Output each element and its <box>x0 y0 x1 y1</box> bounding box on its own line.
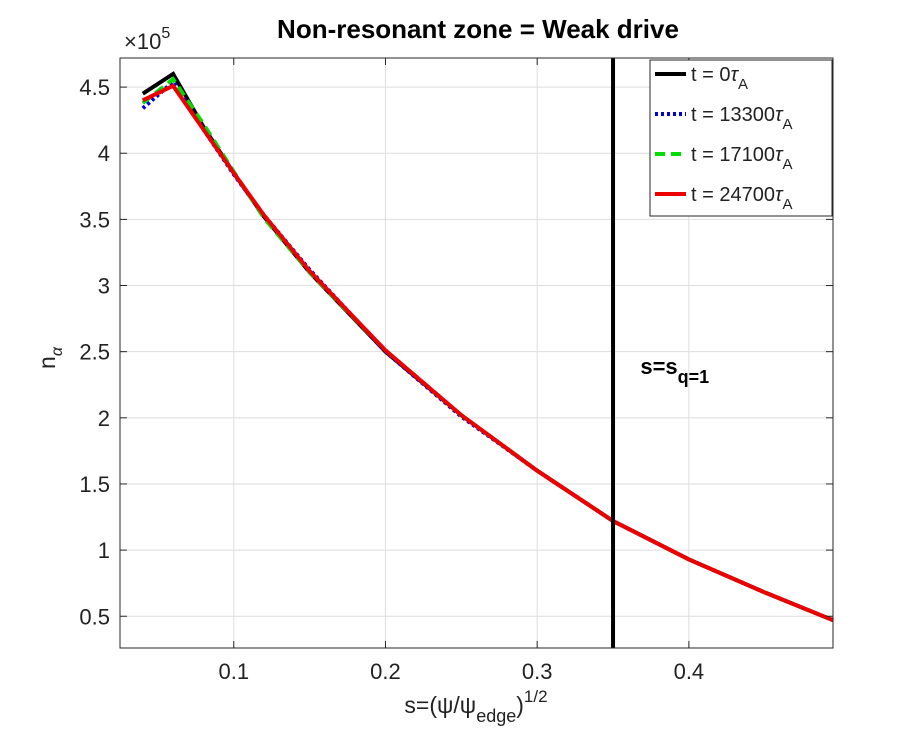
y-tick-label: 0.5 <box>79 604 110 629</box>
annotation-base: s=s <box>640 354 677 379</box>
legend-label-sub: A <box>782 196 792 213</box>
legend-label-tau: τ <box>775 144 784 166</box>
y-tick-label: 1 <box>98 538 110 563</box>
chart-title: Non-resonant zone = Weak drive <box>277 14 679 44</box>
y-tick-label: 4.5 <box>79 75 110 100</box>
y-multiplier: ×105 <box>124 25 170 54</box>
x-axis-label: s=(ψ/ψedge)1/2 <box>404 687 547 726</box>
x-tick-label: 0.4 <box>674 659 705 684</box>
x-tick-label: 0.2 <box>370 659 401 684</box>
x-tick-label: 0.1 <box>218 659 249 684</box>
legend-label-tau: τ <box>775 184 784 206</box>
legend-box <box>649 59 833 217</box>
x-label-sup: 1/2 <box>524 687 548 706</box>
x-tick-label: 0.3 <box>522 659 553 684</box>
sq1-annotation: s=sq=1 <box>640 354 709 387</box>
y-label-base: n <box>34 356 60 369</box>
y-tick-label: 1.5 <box>79 472 110 497</box>
legend-label-sub: A <box>782 156 792 173</box>
x-label-rest: ) <box>516 692 524 718</box>
grid-lines <box>120 58 833 648</box>
y-tick-label: 3 <box>98 274 110 299</box>
y-label-sub: α <box>49 346 66 356</box>
legend-label-sub: A <box>782 116 792 133</box>
legend-label-tau: τ <box>730 64 739 86</box>
axis-ticks: 0.1 0.2 0.3 0.4 0.5 1 1.5 2 2.5 3 3.5 4 4.5 <box>79 58 833 684</box>
annotation-sub: q=1 <box>678 367 710 387</box>
y-axis-label: nα <box>34 346 66 369</box>
legend-label-sub: A <box>738 76 748 93</box>
series-layer <box>141 71 834 623</box>
x-label-sub: edge <box>476 706 516 726</box>
plot-frame <box>119 57 834 649</box>
y-tick-label: 2.5 <box>79 340 110 365</box>
y-tick-label: 2 <box>98 406 110 431</box>
legend-label-tau: τ <box>775 104 784 126</box>
series-line-3 <box>141 83 834 623</box>
y-multiplier-exp: 5 <box>161 25 170 42</box>
y-tick-label: 3.5 <box>79 207 110 232</box>
y-tick-label: 4 <box>98 141 110 166</box>
x-label-base: s=(ψ/ψ <box>404 692 476 718</box>
y-multiplier-base: ×10 <box>124 29 161 54</box>
